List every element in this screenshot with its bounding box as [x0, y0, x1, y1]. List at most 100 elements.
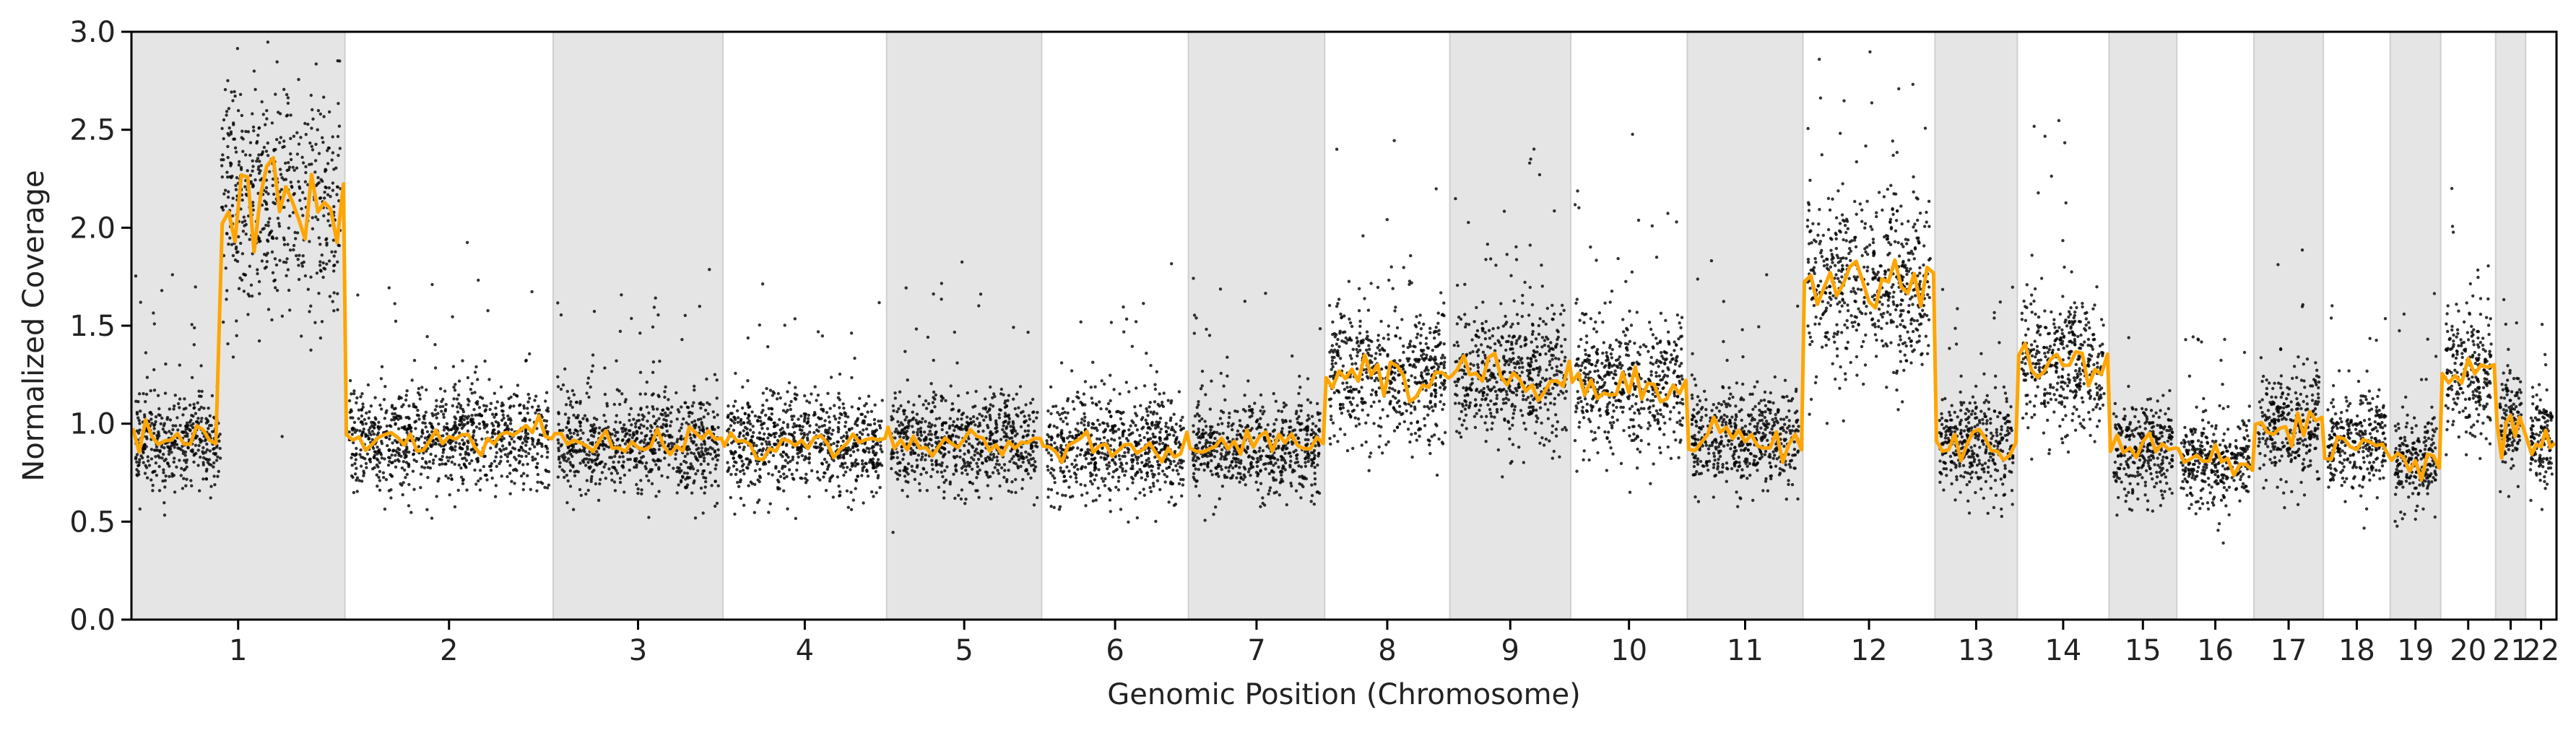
coverage-point — [705, 452, 709, 456]
coverage-point — [1138, 433, 1142, 438]
coverage-point — [1200, 384, 1204, 388]
coverage-point — [215, 446, 219, 449]
coverage-point — [355, 452, 358, 456]
coverage-point — [1122, 330, 1126, 334]
coverage-point — [524, 450, 528, 454]
coverage-point — [1297, 464, 1301, 468]
coverage-point — [1012, 454, 1015, 459]
coverage-point — [688, 415, 691, 418]
coverage-point — [1164, 425, 1168, 428]
coverage-point — [844, 461, 847, 465]
coverage-point — [244, 233, 248, 236]
coverage-point — [510, 437, 513, 441]
coverage-point — [556, 438, 560, 442]
coverage-point — [1069, 475, 1072, 479]
coverage-point — [1023, 420, 1026, 424]
coverage-point — [826, 451, 831, 455]
coverage-point — [1090, 401, 1095, 405]
coverage-point — [771, 473, 774, 477]
coverage-point — [199, 405, 203, 409]
coverage-point — [610, 472, 613, 475]
coverage-point — [226, 155, 230, 160]
coverage-point — [387, 286, 391, 290]
coverage-point — [231, 253, 235, 258]
coverage-point — [1144, 418, 1148, 422]
coverage-point — [1106, 467, 1109, 471]
coverage-point — [1103, 452, 1107, 456]
coverage-point — [565, 500, 569, 505]
coverage-point — [1086, 423, 1090, 428]
coverage-point — [734, 461, 738, 464]
coverage-point — [879, 447, 882, 451]
coverage-point — [430, 425, 434, 429]
coverage-point — [313, 170, 317, 174]
coverage-point — [622, 460, 625, 464]
coverage-point — [409, 426, 413, 430]
coverage-point — [948, 417, 953, 420]
coverage-point — [1170, 425, 1174, 429]
coverage-point — [164, 362, 168, 366]
coverage-point — [767, 407, 771, 410]
coverage-point — [867, 461, 872, 464]
coverage-point — [739, 417, 743, 422]
coverage-point — [212, 461, 216, 465]
coverage-point — [957, 435, 960, 439]
coverage-point — [332, 254, 336, 258]
coverage-point — [1226, 425, 1231, 428]
coverage-point — [461, 479, 465, 482]
coverage-point — [742, 434, 745, 438]
coverage-point — [968, 442, 971, 446]
coverage-point — [661, 408, 665, 412]
coverage-point — [235, 334, 238, 337]
coverage-point — [295, 253, 298, 258]
coverage-point — [426, 466, 430, 469]
coverage-point — [311, 117, 315, 121]
coverage-point — [1174, 464, 1178, 468]
coverage-point — [961, 412, 966, 415]
coverage-point — [838, 493, 842, 498]
coverage-point — [485, 423, 489, 427]
coverage-point — [1107, 472, 1111, 475]
coverage-point — [1131, 481, 1135, 485]
coverage-point — [1056, 491, 1059, 495]
coverage-point — [704, 480, 708, 484]
coverage-point — [706, 401, 709, 404]
coverage-point — [802, 412, 806, 416]
coverage-point — [647, 411, 651, 415]
coverage-point — [429, 452, 433, 456]
coverage-point — [225, 110, 229, 113]
coverage-point — [464, 459, 469, 462]
coverage-point — [353, 430, 357, 434]
coverage-point — [628, 433, 632, 437]
coverage-point — [1194, 467, 1197, 471]
coverage-point — [264, 123, 267, 126]
coverage-point — [821, 407, 825, 412]
coverage-point — [1093, 478, 1097, 482]
coverage-point — [701, 452, 705, 456]
coverage-point — [434, 454, 438, 458]
coverage-point — [1117, 475, 1121, 480]
coverage-point — [157, 413, 160, 417]
coverage-point — [250, 294, 254, 298]
coverage-point — [326, 219, 330, 222]
coverage-point — [700, 443, 703, 446]
coverage-point — [846, 466, 849, 469]
coverage-point — [1074, 473, 1078, 477]
coverage-point — [306, 183, 310, 186]
coverage-point — [832, 441, 836, 446]
coverage-point — [214, 459, 219, 462]
coverage-point — [154, 455, 157, 459]
coverage-point — [1201, 428, 1205, 432]
coverage-point — [1156, 425, 1161, 429]
coverage-point — [1134, 412, 1137, 415]
coverage-point — [970, 456, 973, 459]
coverage-point — [675, 440, 679, 443]
coverage-point — [138, 507, 142, 511]
coverage-point — [1014, 461, 1018, 466]
coverage-point — [714, 504, 717, 508]
coverage-point — [607, 467, 611, 471]
coverage-point — [162, 446, 166, 450]
coverage-point — [350, 474, 354, 478]
coverage-point — [1203, 420, 1207, 423]
coverage-point — [934, 460, 938, 464]
